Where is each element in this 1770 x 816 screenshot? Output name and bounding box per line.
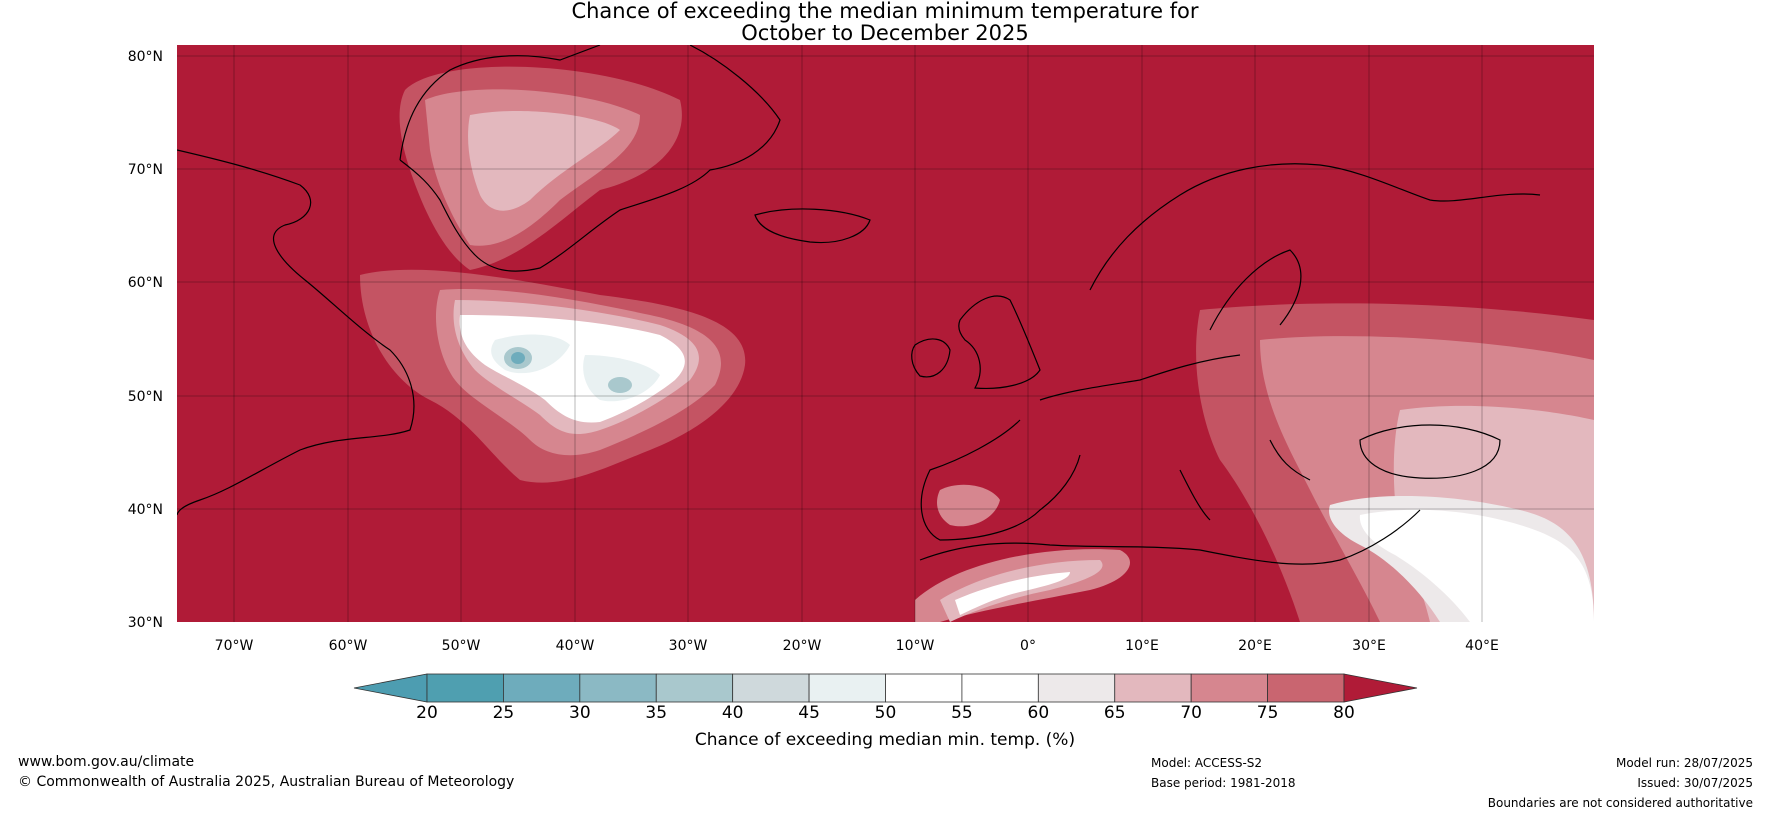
lat-label-60n: 60°N bbox=[128, 275, 163, 291]
colorbar-tick-label: 40 bbox=[722, 703, 744, 723]
colorbar-tick-label: 35 bbox=[645, 703, 667, 723]
lon-label-40e: 40°E bbox=[1465, 638, 1499, 654]
colorbar-cell bbox=[1190, 673, 1268, 703]
colorbar-cell bbox=[961, 673, 1039, 703]
footer-copyright: © Commonwealth of Australia 2025, Austra… bbox=[18, 774, 515, 790]
footer-model-run: Model run: 28/07/2025 bbox=[1615, 756, 1753, 770]
coastline-greenland bbox=[399, 45, 781, 272]
lon-label-40w: 40°W bbox=[556, 638, 595, 654]
colorbar-cell bbox=[579, 673, 657, 703]
colorbar-cells bbox=[426, 673, 1345, 703]
footer-website[interactable]: www.bom.gov.au/climate bbox=[18, 754, 195, 770]
lon-label-0: 0° bbox=[1020, 638, 1036, 654]
footer-model: Model: ACCESS-S2 bbox=[1151, 756, 1263, 770]
colorbar-over-arrow bbox=[1343, 673, 1418, 703]
lat-label-70n: 70°N bbox=[128, 162, 163, 178]
lon-label-20w: 20°W bbox=[783, 638, 822, 654]
lon-label-60w: 60°W bbox=[329, 638, 368, 654]
colorbar-tick-label: 55 bbox=[951, 703, 973, 723]
colorbar-tick-label: 70 bbox=[1180, 703, 1202, 723]
colorbar-tick-label: 20 bbox=[416, 703, 438, 723]
coastlines bbox=[177, 45, 1541, 565]
colorbar-under-arrow bbox=[353, 673, 428, 703]
coastline-ireland bbox=[911, 338, 951, 378]
lon-label-10w: 10°W bbox=[896, 638, 935, 654]
colorbar-tick-label: 30 bbox=[569, 703, 591, 723]
colorbar-tick-label: 80 bbox=[1333, 703, 1355, 723]
coastline-scandinavia bbox=[1089, 163, 1541, 331]
map-title-line-1: Chance of exceeding the median minimum t… bbox=[571, 0, 1199, 23]
lon-label-70w: 70°W bbox=[215, 638, 254, 654]
colorbar-cell bbox=[503, 673, 581, 703]
colorbar-cell bbox=[1114, 673, 1192, 703]
footer-base-period: Base period: 1981-2018 bbox=[1151, 776, 1296, 790]
coastline-britain bbox=[958, 295, 1041, 390]
map-title-line-2: October to December 2025 bbox=[741, 21, 1029, 45]
lat-label-40n: 40°N bbox=[128, 502, 163, 518]
footer-issued: Issued: 30/07/2025 bbox=[1637, 776, 1753, 790]
colorbar-tick-label: 60 bbox=[1028, 703, 1050, 723]
lon-label-10e: 10°E bbox=[1125, 638, 1159, 654]
lon-label-50w: 50°W bbox=[442, 638, 481, 654]
colorbar-ticks: 20 25 30 35 40 45 50 55 60 65 70 75 80 bbox=[416, 703, 1355, 723]
north-africa-anomaly bbox=[915, 484, 1130, 622]
lon-label-20e: 20°E bbox=[1238, 638, 1272, 654]
colorbar-tick-label: 50 bbox=[875, 703, 897, 723]
coastline-europe bbox=[920, 354, 1241, 541]
colorbar-tick-label: 65 bbox=[1104, 703, 1126, 723]
colorbar-cell bbox=[885, 673, 963, 703]
graticule bbox=[177, 45, 1594, 622]
colorbar-cell bbox=[732, 673, 810, 703]
coastline-canada bbox=[177, 149, 415, 516]
lat-label-50n: 50°N bbox=[128, 389, 163, 405]
colorbar: 20 25 30 35 40 45 50 55 60 65 70 75 80 Chance of exc… bbox=[353, 673, 1418, 750]
coastline-black-sea bbox=[1359, 424, 1501, 479]
lon-label-30w: 30°W bbox=[669, 638, 708, 654]
north-atlantic-anomaly bbox=[360, 269, 746, 483]
colorbar-cell bbox=[1037, 673, 1116, 703]
footer-disclaimer: Boundaries are not considered authoritat… bbox=[1487, 796, 1753, 810]
lon-label-30e: 30°E bbox=[1352, 638, 1386, 654]
coastline-iceland bbox=[754, 208, 871, 244]
coastline-mediterranean bbox=[919, 439, 1421, 565]
colorbar-label: Chance of exceeding median min. temp. (%… bbox=[695, 730, 1075, 750]
lat-label-80n: 80°N bbox=[128, 49, 163, 65]
colorbar-cell bbox=[1267, 673, 1345, 703]
colorbar-cell bbox=[655, 673, 734, 703]
lat-label-30n: 30°N bbox=[128, 615, 163, 631]
probability-field bbox=[360, 66, 1594, 622]
colorbar-cell bbox=[808, 673, 886, 703]
eastern-europe-anomaly bbox=[1196, 303, 1594, 622]
colorbar-cell bbox=[426, 673, 504, 703]
greenland-anomaly bbox=[399, 66, 682, 270]
colorbar-tick-label: 75 bbox=[1257, 703, 1279, 723]
colorbar-tick-label: 25 bbox=[493, 703, 515, 723]
colorbar-tick-label: 45 bbox=[798, 703, 820, 723]
